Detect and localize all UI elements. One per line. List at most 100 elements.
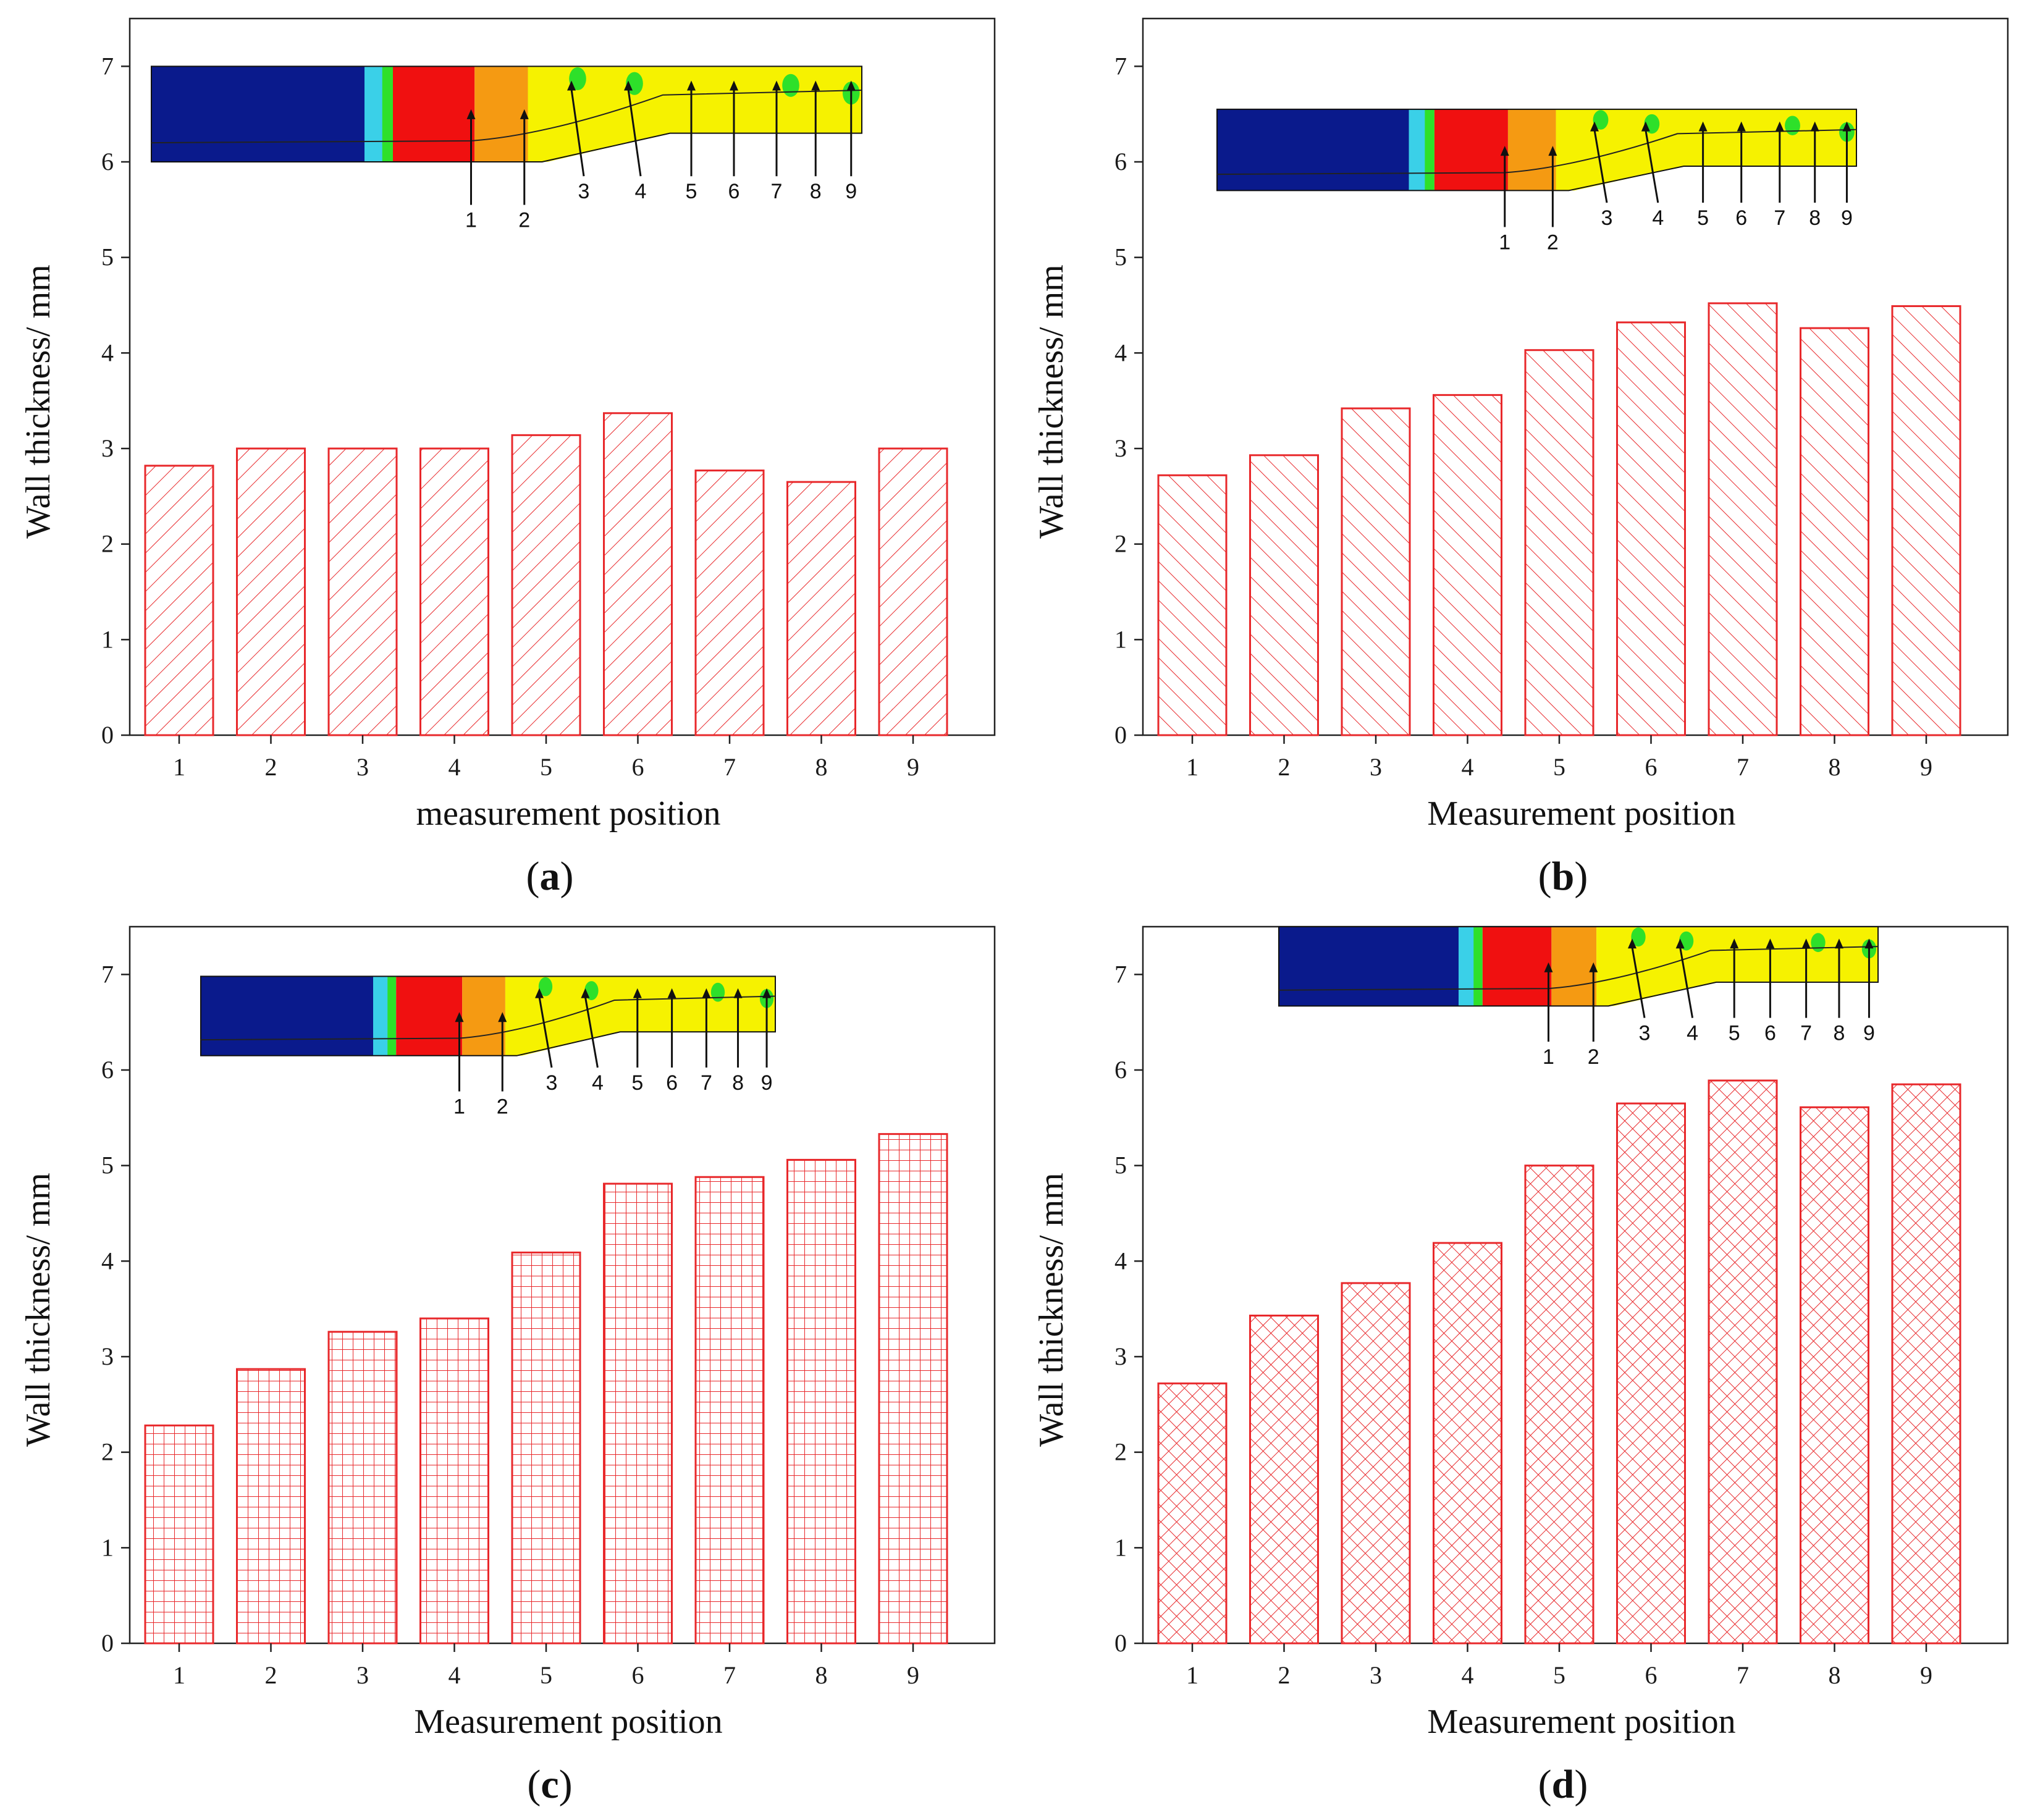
panel-label: (a) — [526, 854, 574, 899]
y-tick-label: 0 — [1114, 721, 1127, 749]
bar — [1708, 1079, 1778, 1645]
bar — [1341, 407, 1411, 736]
fea-region — [1425, 109, 1434, 191]
measure-arrow-label: 7 — [1800, 1022, 1812, 1045]
x-tick-label: 3 — [356, 1661, 369, 1689]
x-tick-label: 9 — [907, 753, 919, 781]
x-tick-label: 5 — [540, 753, 552, 781]
measure-arrow-label: 4 — [1652, 206, 1664, 230]
chart-panel-d: 0 1 2 3 4 5 6 7 Wall thickness/ mm 1 2 3 4 5 6 7 8 9 Measu… — [1019, 908, 2020, 1810]
measure-arrow-label: 8 — [1809, 206, 1821, 230]
measure-arrowhead — [535, 988, 544, 998]
x-axis-title: Measurement position — [1427, 1703, 1735, 1741]
y-tick-label: 7 — [1114, 52, 1127, 80]
fea-region — [396, 976, 463, 1056]
x-tick-label: 9 — [1920, 753, 1932, 781]
y-tick-label: 0 — [1114, 1629, 1127, 1657]
x-tick-label: 1 — [173, 1661, 185, 1689]
y-tick-label: 0 — [101, 721, 114, 749]
bar — [694, 470, 765, 736]
measure-arrow-label: 6 — [666, 1071, 678, 1095]
measure-arrowhead — [567, 80, 576, 91]
fea-inset: 1 2 3 4 5 6 7 8 9 — [1216, 108, 1858, 255]
measure-arrow — [1631, 946, 1646, 1018]
bar — [1524, 349, 1594, 736]
bar — [236, 447, 306, 736]
measure-arrowhead — [581, 988, 590, 998]
fea-region — [151, 66, 364, 162]
measure-arrowhead — [520, 109, 529, 119]
measure-arrow-label: 8 — [732, 1071, 744, 1095]
x-tick-label: 9 — [1920, 1661, 1932, 1689]
x-tick-label: 3 — [356, 753, 369, 781]
fea-outline — [1278, 926, 1879, 1007]
y-tick-label: 4 — [101, 1247, 114, 1274]
fea-region — [1473, 927, 1483, 1006]
bar — [694, 1176, 765, 1645]
measure-arrow-label: 3 — [1601, 206, 1613, 230]
fea-boundary — [1278, 946, 1879, 991]
measure-arrow-label: 8 — [1833, 1022, 1845, 1045]
x-axis-title: Measurement position — [1427, 794, 1735, 833]
measure-arrow-label: 7 — [1774, 206, 1785, 230]
measure-arrowhead — [1628, 938, 1637, 949]
fea-region — [393, 66, 475, 162]
x-tick-label: 2 — [265, 1661, 277, 1689]
bar — [419, 447, 489, 736]
measure-arrow-label: 6 — [1735, 206, 1747, 230]
bar — [1616, 321, 1686, 736]
y-axis-title: Wall thickness/ mm — [19, 1173, 57, 1446]
x-tick-label: 4 — [1462, 1661, 1474, 1689]
fea-region — [1217, 109, 1409, 191]
fea-cutaway — [1554, 982, 1879, 1008]
measure-arrow-label: 3 — [1639, 1022, 1651, 1045]
y-tick-label: 3 — [1114, 434, 1127, 462]
measure-arrow-label: 5 — [1697, 206, 1709, 230]
measure-arrow-label: 2 — [1547, 231, 1559, 255]
fea-boundary — [1216, 128, 1857, 175]
fea-region — [1279, 927, 1459, 1006]
x-tick-label: 8 — [815, 753, 828, 781]
bar — [327, 1331, 398, 1645]
y-tick-label: 4 — [1114, 339, 1127, 366]
measure-arrow-label: 4 — [1687, 1022, 1698, 1045]
bar — [1708, 302, 1778, 736]
chart-panel-a: 0 1 2 3 4 5 6 7 Wall thickness/ mm 1 2 3 4 5 6 7 8 9 measu… — [6, 0, 1007, 902]
bar — [1157, 1382, 1228, 1645]
y-tick-label: 5 — [101, 243, 114, 271]
y-tick-label: 6 — [1114, 148, 1127, 175]
bar — [1249, 454, 1319, 736]
measure-arrow — [1679, 946, 1694, 1018]
measure-arrowhead — [455, 1012, 464, 1022]
measure-arrow-label: 2 — [497, 1095, 508, 1119]
measure-arrowhead — [1810, 121, 1819, 132]
measure-arrowhead — [1834, 938, 1843, 949]
x-tick-label: 6 — [1645, 1661, 1658, 1689]
fea-region — [382, 66, 393, 162]
measure-arrow — [1645, 130, 1659, 203]
measure-arrow-label: 1 — [1499, 231, 1510, 255]
bar — [1249, 1314, 1319, 1645]
x-tick-label: 2 — [1278, 753, 1291, 781]
y-tick-label: 1 — [101, 625, 114, 653]
x-tick-label: 9 — [907, 1661, 919, 1689]
x-tick-label: 7 — [1737, 753, 1749, 781]
fea-region — [1551, 927, 1597, 1006]
bar — [327, 447, 398, 736]
measure-arrow-label: 6 — [728, 180, 740, 203]
measure-arrowhead — [667, 988, 676, 998]
y-tick-label: 1 — [101, 1533, 114, 1561]
measure-arrowhead — [1544, 962, 1553, 972]
measure-arrowhead — [1675, 938, 1685, 949]
bar — [786, 481, 856, 736]
bar — [144, 465, 214, 736]
measure-arrow-label: 4 — [635, 180, 647, 203]
measure-arrowhead — [772, 80, 781, 91]
fea-region — [710, 982, 725, 1002]
x-tick-label: 8 — [1829, 1661, 1841, 1689]
measure-arrow-label: 2 — [1588, 1045, 1599, 1069]
x-tick-label: 6 — [632, 1661, 644, 1689]
bar — [1616, 1102, 1686, 1645]
fea-region — [1593, 110, 1609, 130]
